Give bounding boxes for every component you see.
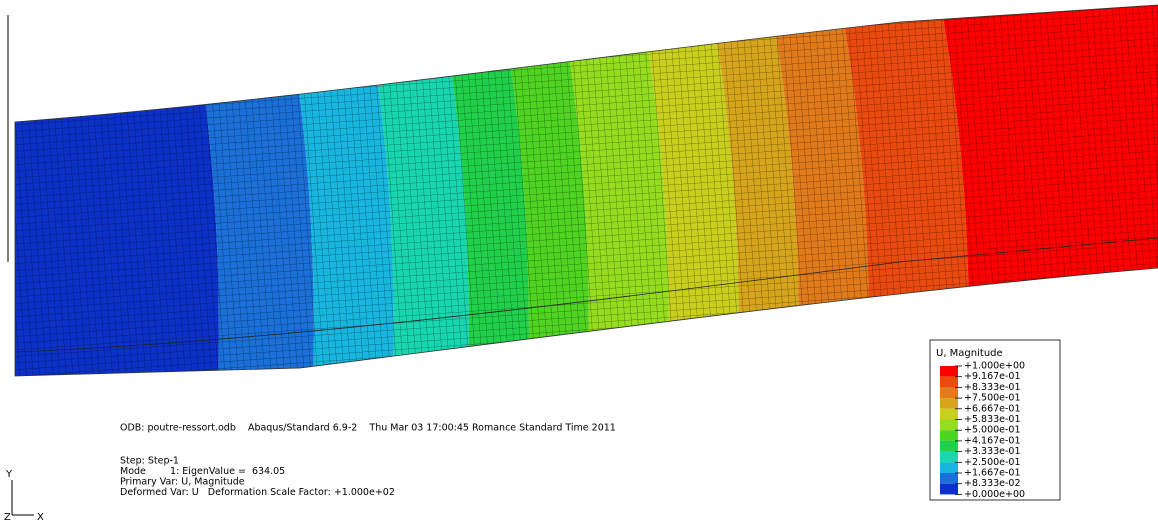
legend-label: +5.833e-01	[964, 414, 1021, 425]
legend-swatch	[940, 366, 958, 377]
info-line: Step: Step-1	[120, 456, 179, 467]
legend-swatch	[940, 440, 958, 452]
legend-title: U, Magnitude	[936, 348, 1003, 359]
legend-swatch	[940, 430, 958, 441]
legend-label: +9.167e-01	[964, 371, 1021, 382]
legend-swatch	[940, 398, 958, 409]
info-line: Mode 1: EigenValue = 634.05	[120, 466, 285, 477]
beam-outline	[14, 4, 1158, 377]
legend-label: +1.000e+00	[964, 361, 1025, 372]
legend-label: +2.500e-01	[964, 457, 1021, 468]
legend-swatch	[940, 483, 958, 495]
axis-triad: Y Z X	[4, 469, 44, 523]
legend-label: +1.667e-01	[964, 468, 1021, 479]
legend: U, Magnitude +1.000e+00+9.167e-01+8.333e…	[929, 339, 1061, 501]
legend-swatch	[940, 473, 958, 484]
info-line: Deformed Var: U Deformation Scale Factor…	[120, 487, 395, 498]
legend-swatch	[940, 387, 958, 399]
legend-swatch	[940, 462, 958, 473]
legend-label: +6.667e-01	[964, 403, 1021, 414]
legend-label: +8.333e-01	[964, 382, 1021, 393]
legend-label: +7.500e-01	[964, 393, 1021, 404]
legend-label: +3.333e-01	[964, 446, 1021, 457]
triad-z-label: Z	[4, 512, 11, 523]
legend-swatch	[940, 419, 958, 431]
legend-swatch	[940, 451, 958, 463]
legend-label: +8.333e-02	[964, 478, 1021, 489]
triad-x-label: X	[37, 512, 44, 523]
odb-info: ODB: poutre-ressort.odb Abaqus/Standard …	[120, 423, 616, 434]
legend-swatch	[940, 376, 958, 388]
beam-seam	[14, 237, 1158, 353]
triad-y-label: Y	[5, 469, 13, 480]
legend-label: +0.000e+00	[964, 489, 1025, 500]
info-line: Primary Var: U, Magnitude	[120, 477, 245, 488]
legend-swatch	[940, 408, 958, 420]
legend-label: +4.167e-01	[964, 435, 1021, 446]
legend-label: +5.000e-01	[964, 425, 1021, 436]
